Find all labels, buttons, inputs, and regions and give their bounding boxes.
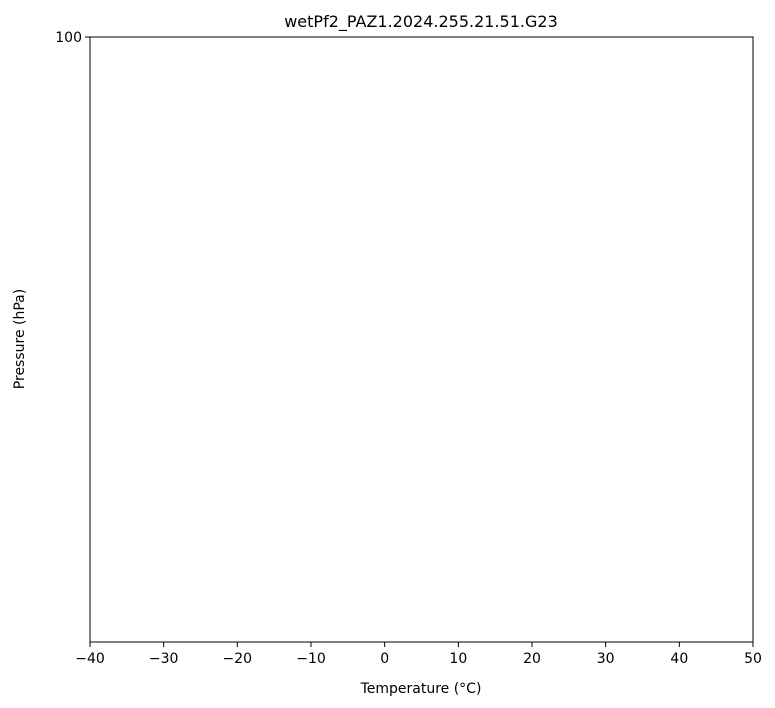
x-axis: −40 −30 −20 −10 0 10 20 30 40 50 [75,642,762,667]
plot-frame [89,36,754,643]
x-tick-label: 0 [380,651,389,667]
x-tick-label: 40 [670,651,688,667]
x-tick-label: −40 [75,651,105,667]
x-tick-label: −20 [223,651,253,667]
x-tick-label: 20 [523,651,541,667]
x-axis-label: Temperature (°C) [360,681,482,697]
x-tick-label: 30 [597,651,615,667]
x-tick-label: 10 [449,651,467,667]
y-axis: 1002003004005006007008009001000 [55,30,90,46]
x-tick-label: −30 [149,651,179,667]
x-tick-label: 50 [744,651,762,667]
y-axis-label: Pressure (hPa) [12,289,28,389]
x-tick-label: −10 [296,651,326,667]
y-tick-label: 100 [55,30,82,46]
chart-title: wetPf2_PAZ1.2024.255.21.51.G23 [284,12,558,32]
